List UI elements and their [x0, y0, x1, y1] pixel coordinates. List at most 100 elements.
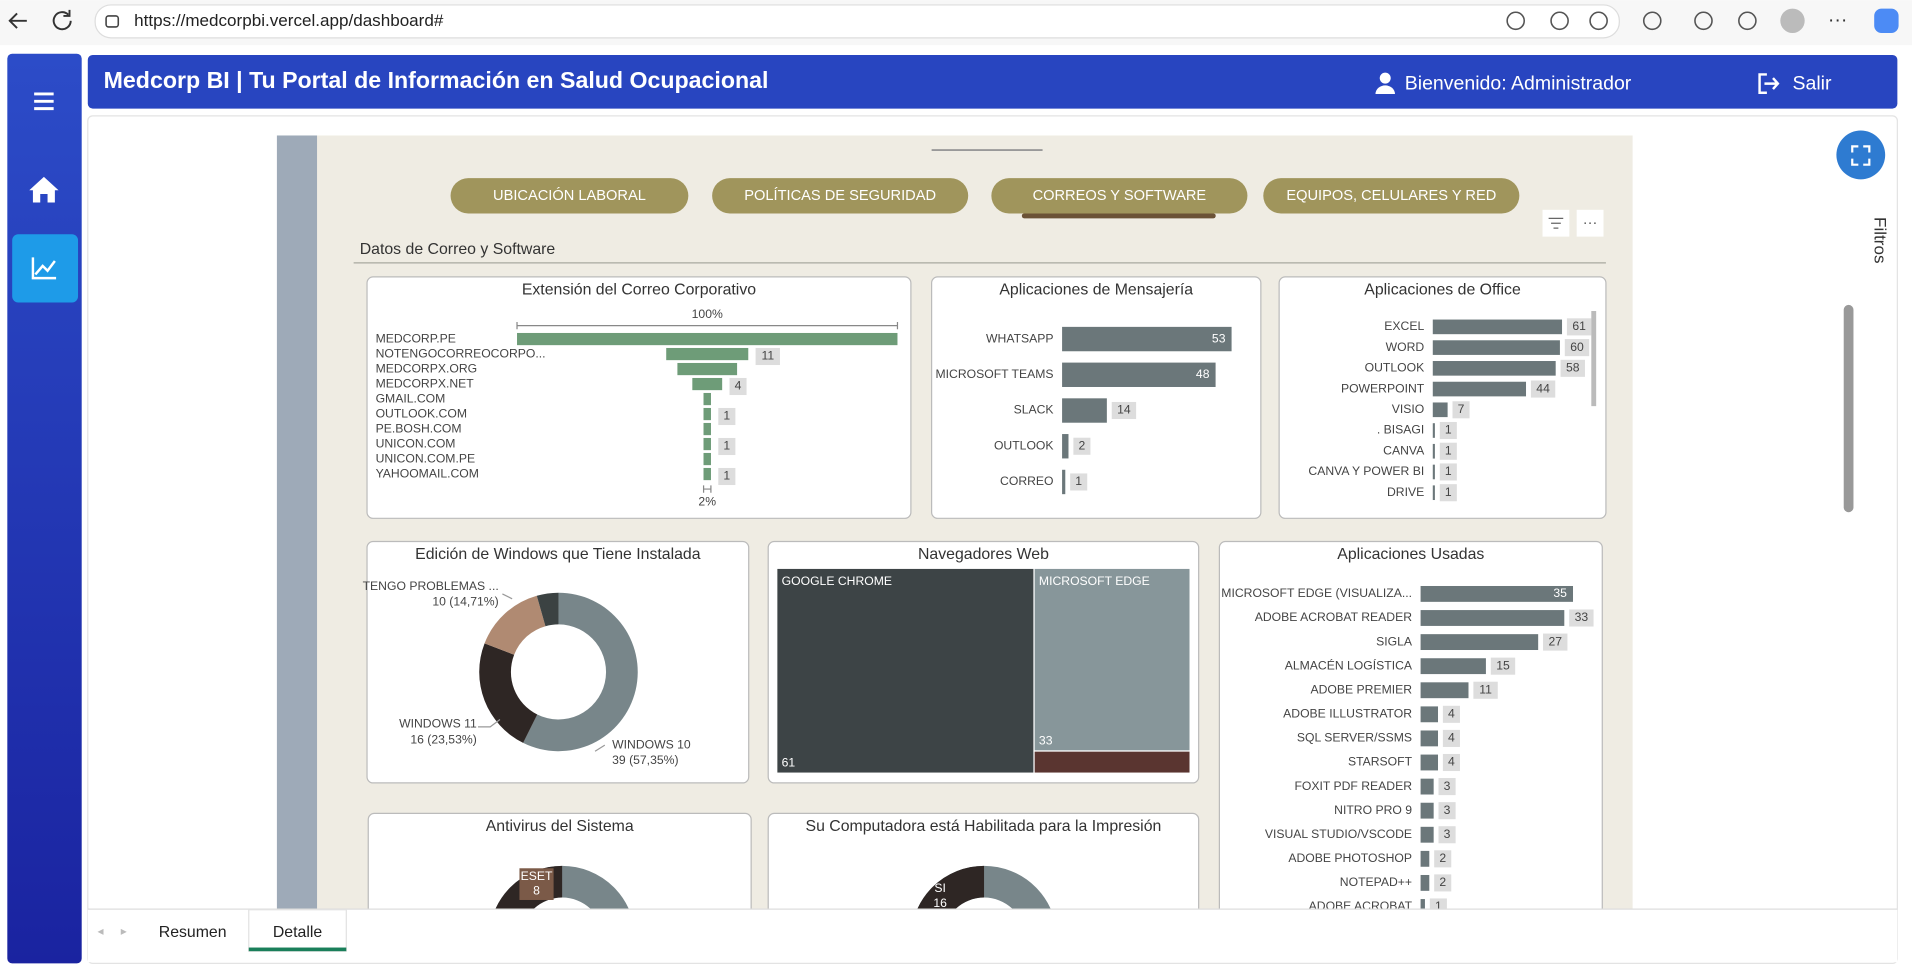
data-label-bg — [1564, 339, 1590, 357]
visual-frame — [366, 276, 912, 519]
data-label: 3 — [1444, 803, 1451, 817]
fullscreen-button[interactable] — [1836, 130, 1886, 180]
category-label: NOTEPAD++ — [1340, 875, 1412, 889]
bar — [1420, 658, 1486, 675]
donut-slice — [523, 592, 638, 752]
data-label: 58 — [1566, 361, 1580, 375]
bar — [1432, 381, 1527, 397]
logout-icon[interactable] — [1758, 73, 1780, 94]
visual-title: Su Computadora está Habilitada para la I… — [806, 818, 1162, 835]
data-label: 3 — [1444, 779, 1451, 793]
slice-label: SI — [934, 881, 946, 895]
funnel-bar — [517, 332, 898, 346]
category-label: CORREO — [1000, 474, 1054, 488]
address-bar[interactable] — [94, 4, 1620, 39]
visual: Edición de Windows que Tiene Instalada WI… — [363, 540, 750, 784]
data-label-bg — [1569, 609, 1594, 627]
nav-button-label[interactable]: UBICACIÓN LABORAL — [493, 187, 646, 204]
nav-button-label[interactable]: EQUIPOS, CELULARES Y RED — [1286, 188, 1496, 204]
visual-header-icon[interactable] — [1576, 209, 1604, 237]
data-label-bg — [1490, 657, 1516, 675]
tab-scroll: ▸ — [121, 924, 127, 938]
funnel-bar — [703, 407, 711, 421]
category-label: OUTLOOK — [994, 438, 1054, 452]
menu-icon[interactable] — [34, 92, 54, 111]
bar — [1420, 634, 1539, 651]
data-label-bg — [1438, 826, 1456, 844]
filters-label[interactable]: Filtros — [1871, 217, 1890, 263]
visual-title: Antivirus del Sistema — [486, 818, 634, 835]
browser-icon[interactable] — [1642, 11, 1662, 31]
visual-frame — [931, 276, 1262, 519]
copilot-icon[interactable] — [1874, 8, 1899, 33]
browser-icon[interactable] — [1589, 11, 1608, 31]
bar — [1420, 585, 1574, 602]
browser-icon[interactable] — [1550, 11, 1569, 31]
data-label: 48 — [1196, 367, 1210, 381]
category-label: MEDCORPX.NET — [376, 376, 475, 390]
slice-value-label: 8 — [533, 884, 540, 898]
funnel-bar — [692, 377, 723, 391]
browser-icon[interactable] — [1694, 11, 1713, 31]
category-label: . BISAGI — [1377, 423, 1424, 437]
funnel-bar — [703, 392, 711, 406]
visual: Aplicaciones Usadas MICROSOFT EDGE (VISUA… — [1218, 540, 1603, 909]
data-label: 4 — [1448, 707, 1455, 721]
tile-value: 61 — [782, 756, 796, 770]
bar — [1420, 850, 1430, 867]
data-label: 2 — [1439, 875, 1446, 889]
url[interactable]: https://medcorpbi.vercel.app/dashboard# — [134, 11, 444, 30]
nav-button-label[interactable]: CORREOS Y SOFTWARE — [1033, 188, 1207, 204]
visual-title: Edición de Windows que Tiene Instalada — [415, 546, 701, 563]
refresh-button[interactable] — [52, 9, 72, 31]
category-label: VISUAL STUDIO/VSCODE — [1265, 827, 1412, 841]
logout[interactable]: Salir — [1793, 72, 1833, 94]
funnel-bottom-label: 2% — [698, 495, 716, 509]
page-tab[interactable]: Detalle — [273, 924, 323, 941]
data-label-bg — [1073, 437, 1091, 455]
visual-scrollbar — [1591, 311, 1597, 407]
scrollbar-thumb — [1843, 304, 1854, 513]
page-tab[interactable]: Resumen — [159, 924, 227, 941]
visual: Navegadores Web GOOGLE CHROME 61 MICROSOFT … — [767, 540, 1200, 784]
data-label: 44 — [1536, 381, 1550, 395]
nav-active-underline — [1021, 213, 1216, 219]
profile-icon[interactable] — [1780, 8, 1805, 33]
data-label-bg — [1530, 380, 1556, 398]
funnel-bracket — [702, 485, 712, 493]
data-label: 35 — [1553, 586, 1567, 600]
browser-icon[interactable] — [1738, 11, 1757, 31]
category-label: YAHOOMAIL.COM — [376, 466, 479, 480]
data-label: 7 — [1458, 402, 1465, 416]
back-button[interactable] — [8, 12, 27, 29]
data-label: 14 — [1117, 403, 1131, 417]
category-label: ADOBE ACROBAT READER — [1255, 610, 1413, 624]
data-label-bg — [1434, 850, 1452, 868]
category-label: NITRO PRO 9 — [1334, 803, 1412, 817]
nav-button-label[interactable]: POLÍTICAS DE SEGURIDAD — [744, 187, 936, 204]
home-icon[interactable] — [29, 176, 59, 203]
category-label: MICROSOFT EDGE (VISUALIZA... — [1221, 586, 1412, 600]
fullscreen-icon — [1851, 145, 1871, 166]
category-label: ADOBE PHOTOSHOP — [1288, 851, 1412, 865]
browser-icon[interactable] — [1506, 11, 1526, 31]
nav-button[interactable] — [712, 178, 969, 214]
visual-frame — [1278, 276, 1607, 519]
data-label: 61 — [1572, 319, 1586, 333]
data-label-bg — [1434, 874, 1452, 892]
bar — [1420, 754, 1439, 771]
category-label: SQL SERVER/SSMS — [1297, 731, 1412, 745]
category-label: NOTENGOCORREOCORPO... — [376, 346, 546, 360]
bar — [1432, 402, 1448, 418]
slice-label: WINDOWS 10 — [612, 737, 691, 751]
category-label: MEDCORPX.ORG — [376, 361, 478, 375]
nav-button[interactable] — [1263, 178, 1520, 214]
data-label-bg — [1429, 898, 1447, 909]
data-label: 1 — [723, 409, 730, 423]
visual-title: Extensión del Correo Corporativo — [522, 281, 756, 298]
nav-button[interactable] — [450, 178, 689, 214]
nav-button[interactable] — [991, 178, 1248, 214]
funnel-top-label: 100% — [692, 307, 723, 321]
category-label: OUTLOOK — [1365, 361, 1425, 375]
